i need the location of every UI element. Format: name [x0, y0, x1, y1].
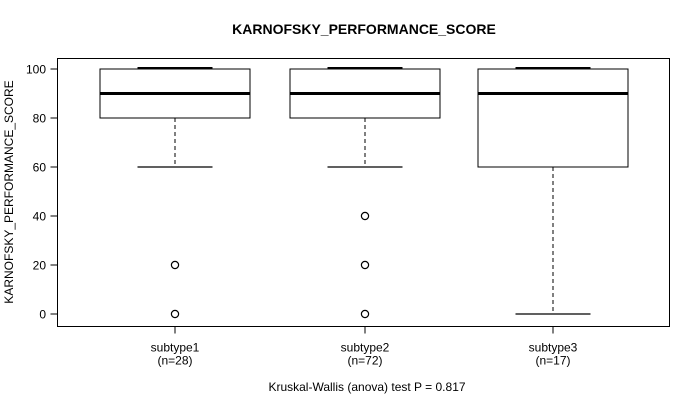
x-group-sublabel: (n=17): [535, 354, 570, 368]
outlier-point: [170, 260, 180, 270]
x-group-label: subtype3: [529, 341, 578, 355]
x-group-label: subtype1: [151, 341, 200, 355]
outlier-point: [170, 309, 180, 319]
y-tick-label: 0: [39, 308, 46, 322]
y-axis-label: KARNOFSKY_PERFORMANCE_SCORE: [2, 80, 16, 303]
y-tick-label: 40: [33, 210, 47, 224]
x-group-sublabel: (n=72): [347, 354, 382, 368]
chart-title: KARNOFSKY_PERFORMANCE_SCORE: [232, 21, 496, 37]
outlier-point: [360, 211, 370, 221]
y-tick-label: 60: [33, 161, 47, 175]
iqr-box: [477, 68, 629, 168]
y-tick-label: 80: [33, 112, 47, 126]
plot-frame: [57, 58, 670, 327]
x-group-label: subtype2: [341, 341, 390, 355]
outlier-point: [360, 260, 370, 270]
x-group-sublabel: (n=28): [157, 354, 192, 368]
stat-test-caption: Kruskal-Wallis (anova) test P = 0.817: [268, 380, 465, 394]
outlier-point: [360, 309, 370, 319]
plot-area: 0 20 40 60 80 100 subtype1(n=28) subtype2(n=72)…: [26, 63, 629, 368]
y-tick-label: 100: [26, 63, 46, 77]
y-tick-label: 20: [33, 259, 47, 273]
